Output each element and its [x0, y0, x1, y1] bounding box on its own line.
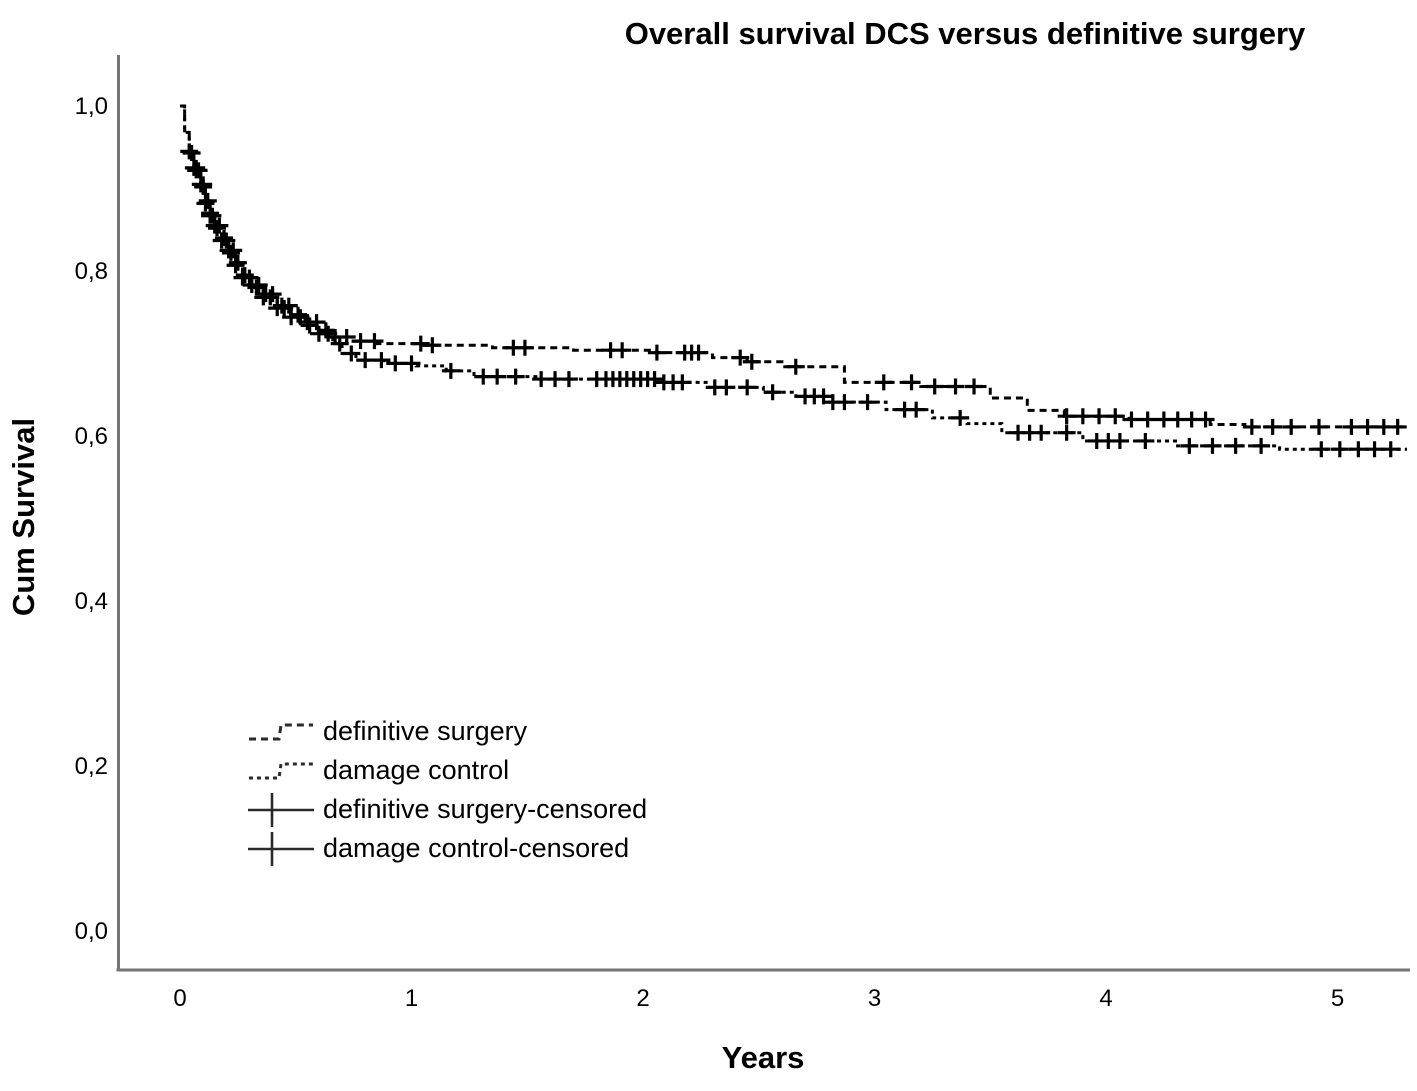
- legend: definitive surgery damage control defini…: [246, 712, 647, 868]
- x-tick-label: 1: [405, 985, 418, 1012]
- damage-control-curve: [180, 104, 1407, 451]
- legend-item-damage-control: damage control: [246, 751, 647, 790]
- censored-plus-icon: [248, 831, 314, 866]
- legend-label-definitive-surgery: definitive surgery: [323, 716, 528, 746]
- y-tick-label: 1,0: [75, 93, 108, 120]
- axis-lines: [116, 55, 1410, 972]
- y-tick-label: 0,2: [75, 753, 108, 780]
- y-tick-label: 0,4: [75, 588, 108, 615]
- y-tick-label: 0,8: [75, 258, 108, 285]
- x-tick-label: 0: [173, 985, 186, 1012]
- y-tick-label: 0,6: [75, 423, 108, 450]
- y-tick-label: 0,0: [75, 918, 108, 945]
- legend-label-definitive-surgery-censored: definitive surgery-censored: [323, 794, 648, 824]
- legend-item-damage-control-censored: damage control-censored: [246, 829, 647, 868]
- definitive-surgery-line-icon: [249, 723, 313, 740]
- chart-title: Overall survival DCS versus definitive s…: [624, 16, 1306, 51]
- x-tick-label: 5: [1331, 985, 1344, 1012]
- x-tick-label: 3: [868, 985, 881, 1012]
- legend-item-definitive-surgery-censored: definitive surgery-censored: [246, 790, 647, 829]
- damage-control-censor-marks: [182, 145, 1400, 458]
- legend-label-damage-control-censored: damage control-censored: [323, 833, 630, 863]
- legend-label-damage-control: damage control: [323, 755, 510, 785]
- damage-control-line-icon: [249, 762, 313, 779]
- definitive-surgery-curve: [180, 104, 1407, 429]
- x-tick-label: 2: [636, 985, 649, 1012]
- x-axis-title: Years: [721, 1040, 805, 1075]
- legend-item-definitive-surgery: definitive surgery: [246, 712, 647, 751]
- x-tick-label: 4: [1099, 985, 1112, 1012]
- censored-plus-icon: [248, 792, 314, 827]
